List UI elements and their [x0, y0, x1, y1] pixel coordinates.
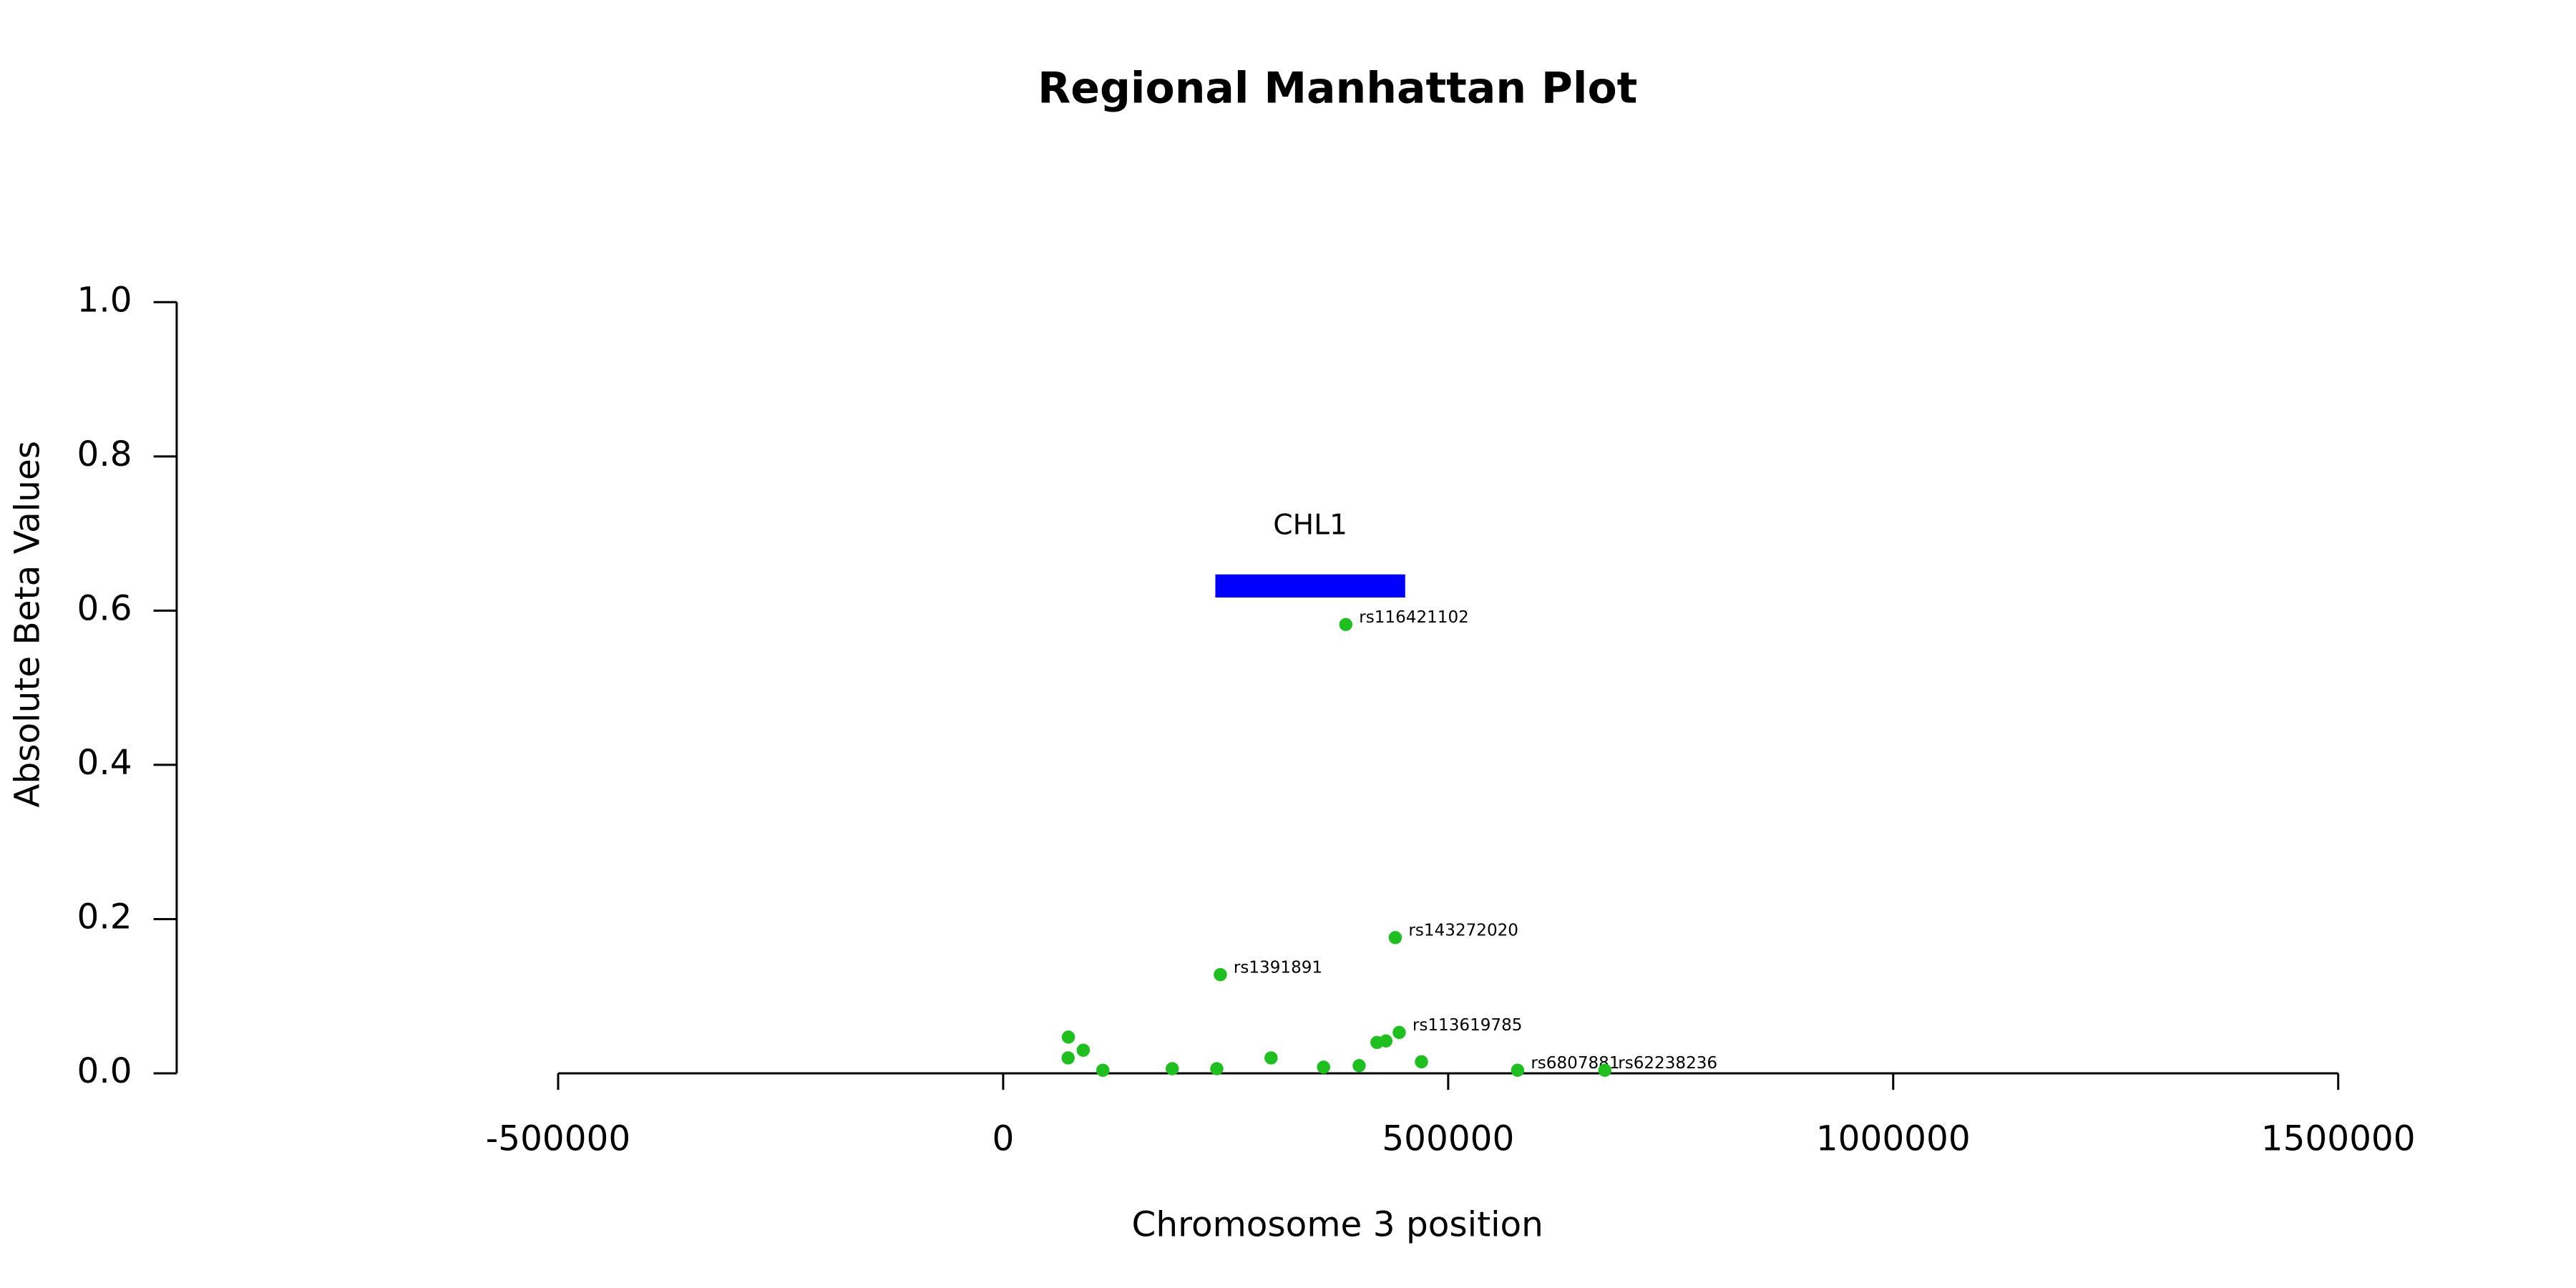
- y-axis-label: Absolute Beta Values: [8, 441, 48, 808]
- x-axis-label: Chromosome 3 position: [1132, 1205, 1543, 1245]
- x-tick-label: 0: [992, 1119, 1015, 1159]
- chart-title: Regional Manhattan Plot: [1038, 64, 1637, 114]
- snp-label: rs143272020: [1408, 922, 1518, 940]
- y-tick-label: 0.6: [77, 588, 132, 628]
- snp-point: [1210, 1062, 1224, 1075]
- y-tick-label: 0.4: [77, 743, 132, 783]
- y-tick-label: 0.0: [77, 1051, 132, 1091]
- x-tick-label: 1000000: [1816, 1119, 1971, 1159]
- y-tick-label: 0.8: [77, 434, 132, 474]
- snp-point: [1061, 1030, 1075, 1044]
- snp-point: [1076, 1043, 1091, 1057]
- snp-label: rs62238236: [1618, 1054, 1717, 1073]
- snp-point: [1415, 1055, 1428, 1069]
- snp-point: [1317, 1060, 1330, 1074]
- snp-point: [1388, 931, 1402, 945]
- snp-point: [1264, 1051, 1278, 1065]
- snp-point: [1339, 618, 1353, 632]
- gene-label: CHL1: [1273, 509, 1347, 541]
- x-tick-label: 1500000: [2261, 1119, 2416, 1159]
- snp-label: rs1391891: [1234, 958, 1322, 977]
- x-tick-label: 500000: [1382, 1119, 1514, 1159]
- snp-label: rs113619785: [1413, 1016, 1523, 1035]
- snp-point: [1352, 1058, 1366, 1073]
- snp-point: [1511, 1063, 1525, 1077]
- snp-point: [1214, 967, 1227, 982]
- snp-point: [1379, 1034, 1393, 1048]
- snp-point: [1061, 1051, 1075, 1065]
- snp-point: [1096, 1063, 1110, 1077]
- snp-point: [1166, 1062, 1179, 1075]
- snp-point: [1598, 1063, 1611, 1077]
- snp-label: rs116421102: [1359, 608, 1469, 627]
- x-tick-label: -500000: [486, 1119, 630, 1159]
- snp-point: [1392, 1025, 1406, 1040]
- gene-bar: [1215, 574, 1405, 598]
- y-tick-label: 0.2: [77, 897, 132, 937]
- y-tick-label: 1.0: [77, 280, 132, 320]
